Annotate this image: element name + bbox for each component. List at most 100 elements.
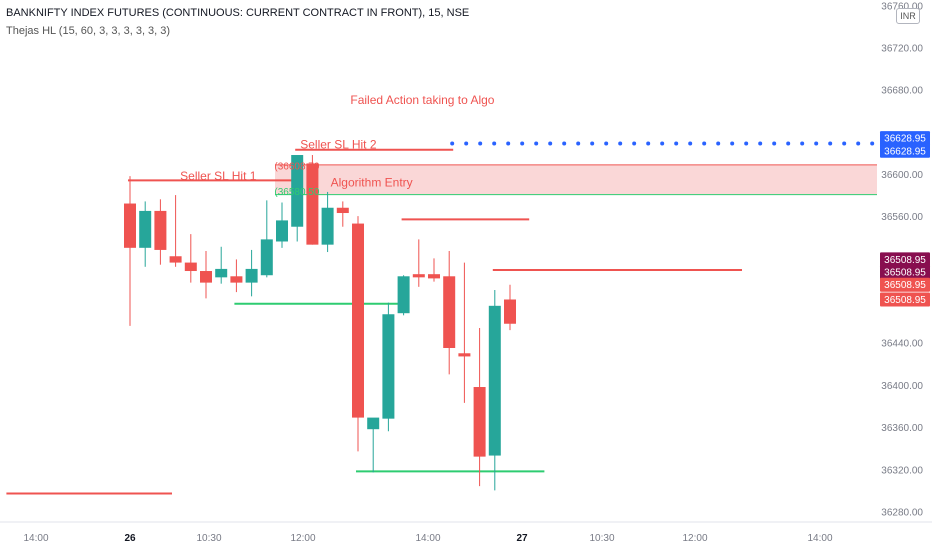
symbol-title[interactable]: BANKNIFTY INDEX FUTURES (CONTINUOUS: CUR… — [6, 7, 470, 19]
x-tick-label: 14:00 — [23, 533, 48, 544]
candle-body — [397, 276, 410, 314]
dots-level-point — [758, 141, 763, 146]
dots-level-point — [856, 141, 861, 146]
chart-annotation: (36608.70 — [274, 162, 319, 173]
x-tick-label: 10:30 — [196, 533, 221, 544]
dots-level-point — [450, 141, 455, 146]
dots-level-point — [786, 141, 791, 146]
candle-body — [124, 203, 136, 248]
candle-body — [336, 207, 349, 214]
dots-level-point — [842, 141, 847, 146]
price-label: 36508.95 — [884, 255, 926, 266]
y-tick-label: 36600.00 — [881, 170, 923, 181]
y-tick-label: 36360.00 — [881, 423, 923, 434]
x-tick-label: 12:00 — [682, 533, 707, 544]
x-tick-label: 26 — [124, 533, 136, 544]
candle-body — [306, 163, 319, 245]
chart-annotation: Seller SL Hit 2 — [300, 137, 377, 151]
candle-body — [139, 210, 152, 248]
price-label-box — [880, 143, 930, 158]
chart-annotation: Failed Action taking to Algo — [350, 93, 494, 107]
dots-level-point — [618, 141, 623, 146]
candle-body — [276, 220, 288, 242]
candle-body — [321, 207, 334, 245]
price-label: 36628.95 — [884, 134, 926, 145]
y-tick-label: 36680.00 — [881, 86, 923, 97]
candle-body — [291, 155, 304, 227]
candle-body — [504, 299, 516, 324]
price-label: 36508.95 — [884, 295, 926, 306]
candle-body — [488, 305, 501, 456]
dots-level-point — [464, 141, 469, 146]
dots-level-point — [576, 141, 581, 146]
price-label-box — [880, 252, 930, 267]
candle-body — [443, 276, 456, 348]
candle-body — [412, 274, 425, 278]
dots-level-point — [632, 141, 637, 146]
x-tick-label: 14:00 — [415, 533, 440, 544]
price-label: 36508.95 — [884, 268, 926, 279]
x-tick-label: 10:30 — [589, 533, 614, 544]
dots-level-point — [590, 141, 595, 146]
price-label-box — [880, 131, 930, 146]
y-tick-label: 36560.00 — [881, 212, 923, 223]
y-tick-label: 36320.00 — [881, 465, 923, 476]
dots-level-point — [534, 141, 539, 146]
price-label-box — [880, 277, 930, 292]
candle-body — [352, 223, 364, 418]
currency-badge[interactable]: INR — [896, 8, 920, 24]
price-label: 36508.95 — [884, 280, 926, 291]
y-tick-label: 36400.00 — [881, 381, 923, 392]
dots-level-point — [506, 141, 511, 146]
dots-level-point — [492, 141, 497, 146]
price-label: 36628.95 — [884, 146, 926, 157]
candle-body — [169, 256, 182, 263]
x-tick-label: 27 — [516, 533, 528, 544]
chart-annotation: (36580.50 — [274, 187, 319, 198]
candle-body — [154, 210, 167, 250]
candle-body — [458, 353, 471, 357]
x-tick-label: 12:00 — [290, 533, 315, 544]
dots-level-point — [548, 141, 553, 146]
y-tick-label: 36440.00 — [881, 339, 923, 350]
dots-level-point — [520, 141, 525, 146]
x-tick-label: 14:00 — [807, 533, 832, 544]
y-tick-label: 36280.00 — [881, 507, 923, 518]
candle-body — [367, 417, 380, 430]
candle-body — [245, 268, 258, 283]
price-label-box — [880, 292, 930, 307]
dots-level-point — [744, 141, 749, 146]
dots-level-point — [702, 141, 707, 146]
dots-level-point — [674, 141, 679, 146]
chart-annotation: Algorithm Entry — [331, 175, 413, 189]
candle-body — [215, 268, 228, 278]
y-tick-label: 36720.00 — [881, 43, 923, 54]
dots-level-point — [870, 141, 875, 146]
dots-level-point — [716, 141, 721, 146]
y-tick-label: 36760.00 — [881, 1, 923, 12]
dots-level-point — [772, 141, 777, 146]
dots-level-point — [730, 141, 735, 146]
candle-body — [200, 271, 212, 283]
candle-body — [260, 239, 273, 276]
chart-annotation: Seller SL Hit 1 — [180, 169, 257, 183]
candle-body — [428, 274, 440, 279]
candle-body — [184, 262, 197, 272]
indicator-legend[interactable]: Thejas HL (15, 60, 3, 3, 3, 3, 3, 3) — [6, 25, 171, 37]
dots-level-point — [814, 141, 819, 146]
dots-level-point — [828, 141, 833, 146]
dots-level-point — [660, 141, 665, 146]
candle-body — [382, 314, 395, 419]
dots-level-point — [478, 141, 483, 146]
dots-level-point — [562, 141, 567, 146]
dots-level-point — [800, 141, 805, 146]
dots-level-point — [604, 141, 609, 146]
dots-level-point — [688, 141, 693, 146]
candle-body — [473, 387, 486, 457]
price-label-box — [880, 265, 930, 280]
entry-zone — [275, 164, 877, 195]
dots-level-point — [646, 141, 651, 146]
candle-body — [230, 276, 243, 283]
